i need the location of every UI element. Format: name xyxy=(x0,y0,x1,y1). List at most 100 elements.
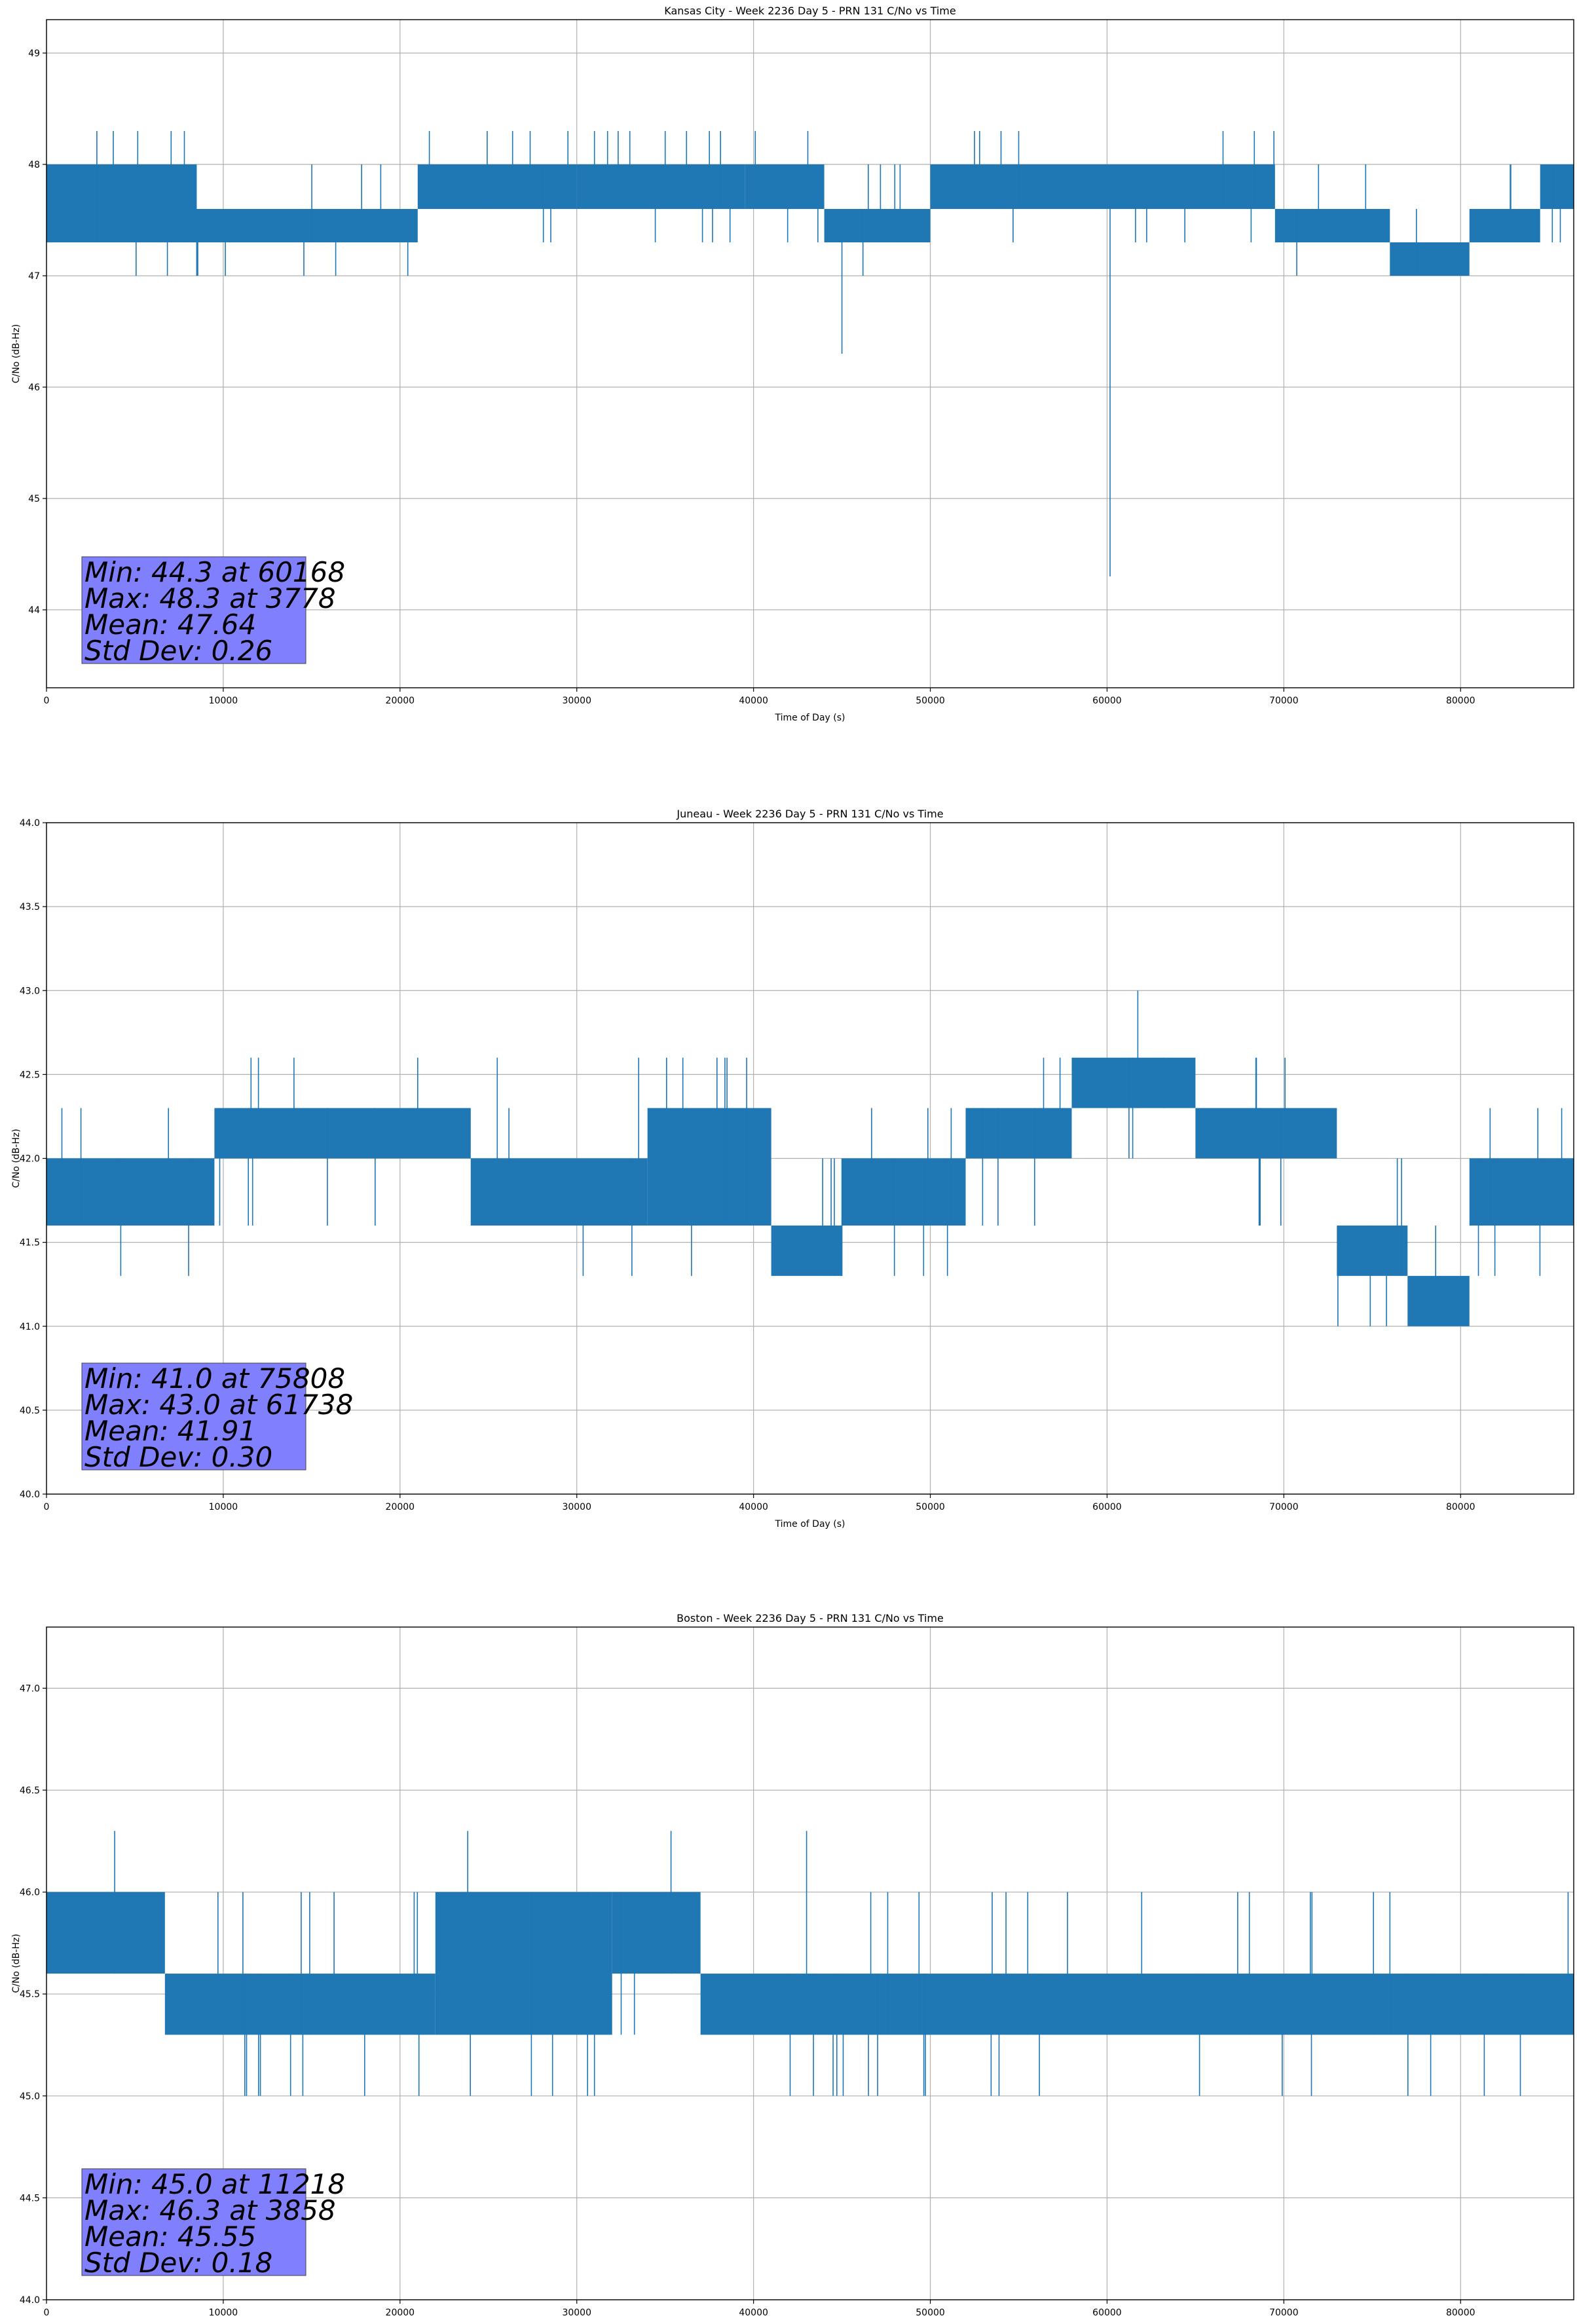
stats-line: Std Dev: 0.30 xyxy=(84,1441,272,1473)
x-tick-label: 70000 xyxy=(1269,1502,1299,1512)
x-axis-label: Time of Day (s) xyxy=(775,713,845,723)
x-axis-label: Time of Day (s) xyxy=(775,1519,845,1529)
series-band xyxy=(196,209,418,242)
stats-line: Mean: 45.55 xyxy=(84,2221,256,2253)
axes-frame xyxy=(46,19,1574,688)
y-tick-label: 46.0 xyxy=(20,1888,40,1898)
axes-frame xyxy=(46,1626,1574,2300)
series-spikes xyxy=(61,990,1563,1326)
y-axis-label: C/No (dB-Hz) xyxy=(11,1129,22,1188)
series-band xyxy=(1195,1108,1337,1159)
series-band xyxy=(214,1108,471,1159)
x-tick-label: 0 xyxy=(44,696,50,706)
y-tick-label: 42.5 xyxy=(20,1070,40,1080)
series-band xyxy=(470,1158,648,1226)
series-band xyxy=(842,1158,966,1226)
y-axis-label: C/No (dB-Hz) xyxy=(11,324,22,383)
series-band xyxy=(930,164,1275,209)
x-tick-label: 10000 xyxy=(209,696,238,706)
y-tick-label: 46 xyxy=(28,383,40,393)
stats-line: Mean: 41.91 xyxy=(84,1415,256,1447)
x-tick-label: 40000 xyxy=(739,1502,768,1512)
x-tick-label: 0 xyxy=(44,2308,50,2318)
x-tick-label: 20000 xyxy=(386,2308,415,2318)
stats-box xyxy=(81,556,306,664)
series-band xyxy=(1071,1057,1196,1108)
x-tick-label: 80000 xyxy=(1446,2308,1475,2318)
series-band xyxy=(1540,164,1574,209)
y-tick-label: 45 xyxy=(28,494,40,504)
x-tick-label: 10000 xyxy=(209,1502,238,1512)
y-tick-label: 44 xyxy=(28,605,40,616)
stats-line: Min: 41.0 at 75808 xyxy=(84,1362,345,1395)
series-band xyxy=(647,1108,771,1226)
series-band xyxy=(700,1974,1574,2035)
series-band xyxy=(46,164,197,242)
x-tick-label: 50000 xyxy=(916,696,945,706)
chart-panel-1: 0 10000 20000 30000 40000 50000 60000 70000 8000… xyxy=(11,808,1574,1529)
y-tick-label: 45.0 xyxy=(20,2091,40,2102)
stats-line: Max: 46.3 at 3858 xyxy=(84,2194,336,2226)
x-tick-label: 0 xyxy=(44,1502,50,1512)
y-tick-label: 42.0 xyxy=(20,1154,40,1165)
chart-title: Kansas City - Week 2236 Day 5 - PRN 131 … xyxy=(664,5,955,17)
x-tick-label: 30000 xyxy=(562,2308,591,2318)
y-tick-label: 44.0 xyxy=(20,2295,40,2306)
x-tick-label: 50000 xyxy=(916,1502,945,1512)
y-tick-label: 40.0 xyxy=(20,1490,40,1500)
y-axis-label: C/No (dB-Hz) xyxy=(11,1934,22,1993)
y-tick-label: 47.0 xyxy=(20,1683,40,1694)
y-tick-label: 43.0 xyxy=(20,986,40,996)
x-tick-label: 50000 xyxy=(916,2308,945,2318)
series-band xyxy=(576,164,745,209)
stats-line: Std Dev: 0.18 xyxy=(84,2247,272,2279)
x-tick-label: 40000 xyxy=(739,696,768,706)
series-band xyxy=(1407,1275,1470,1326)
chart-title: Boston - Week 2236 Day 5 - PRN 131 C/No … xyxy=(677,1612,944,1624)
series-band xyxy=(417,164,577,209)
stats-line: Min: 44.3 at 60168 xyxy=(84,556,345,588)
stats-line: Mean: 47.64 xyxy=(84,609,256,641)
series-band xyxy=(435,1892,612,2035)
series-band xyxy=(46,1158,215,1226)
y-tick-label: 40.5 xyxy=(20,1406,40,1416)
y-tick-label: 44.5 xyxy=(20,2193,40,2203)
cno-series xyxy=(46,131,1574,576)
y-tick-label: 41.5 xyxy=(20,1238,40,1248)
series-band xyxy=(1390,242,1470,276)
y-tick-label: 48 xyxy=(28,160,40,170)
x-tick-label: 20000 xyxy=(386,1502,415,1512)
stats-line: Max: 43.0 at 61738 xyxy=(84,1389,353,1421)
chart-panel-0: 0 10000 20000 30000 40000 50000 60000 70000 8000… xyxy=(11,5,1574,723)
series-band xyxy=(1469,209,1540,242)
x-tick-label: 60000 xyxy=(1092,696,1122,706)
cno-series xyxy=(46,1831,1574,2096)
cno-series xyxy=(46,990,1574,1326)
stats-line: Min: 45.0 at 11218 xyxy=(84,2168,345,2200)
y-tick-label: 41.0 xyxy=(20,1322,40,1332)
x-tick-label: 40000 xyxy=(739,2308,768,2318)
stats-line: Max: 48.3 at 3778 xyxy=(84,582,336,614)
series-band xyxy=(1274,209,1390,242)
y-tick-label: 47 xyxy=(28,271,40,282)
x-tick-label: 80000 xyxy=(1446,1502,1475,1512)
x-tick-label: 20000 xyxy=(386,696,415,706)
stats-box xyxy=(81,1362,306,1471)
y-tick-label: 43.5 xyxy=(20,902,40,912)
x-tick-label: 80000 xyxy=(1446,696,1475,706)
series-band xyxy=(1337,1226,1408,1276)
y-tick-label: 46.5 xyxy=(20,1786,40,1796)
series-band xyxy=(164,1974,436,2035)
x-tick-label: 60000 xyxy=(1092,2308,1122,2318)
series-spikes xyxy=(114,1831,1569,2096)
x-tick-label: 70000 xyxy=(1269,696,1299,706)
series-band xyxy=(824,209,931,242)
chart-title: Juneau - Week 2236 Day 5 - PRN 131 C/No … xyxy=(676,808,943,820)
stats-box xyxy=(81,2168,306,2276)
x-tick-label: 60000 xyxy=(1092,1502,1122,1512)
x-tick-label: 10000 xyxy=(209,2308,238,2318)
series-band xyxy=(612,1892,701,1974)
y-tick-label: 45.5 xyxy=(20,1989,40,2000)
stats-line: Std Dev: 0.26 xyxy=(84,635,272,667)
